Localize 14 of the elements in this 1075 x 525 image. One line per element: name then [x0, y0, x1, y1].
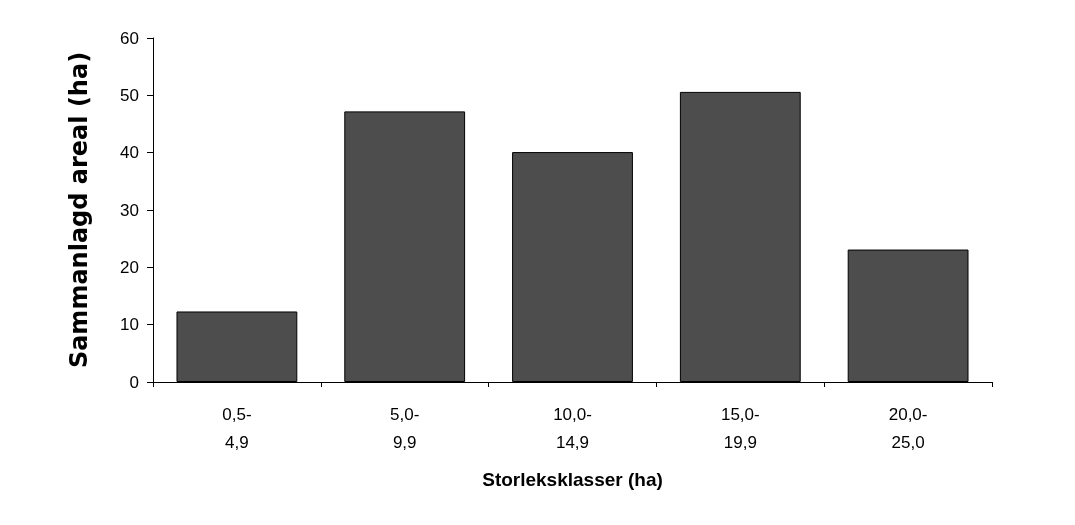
- y-tick-label: 10: [120, 315, 139, 335]
- x-axis-title: Storleksklasser (ha): [482, 469, 663, 490]
- x-tick-label: 15,0- 19,9: [720, 404, 760, 452]
- x-tick-label: 0,5- 4,9: [222, 404, 252, 452]
- y-tick-label: 40: [120, 143, 139, 163]
- x-tick-label: 20,0- 25,0: [888, 404, 928, 452]
- x-tick-label: 10,0- 14,9: [553, 404, 592, 452]
- y-tick-label: 30: [120, 200, 139, 220]
- y-tick-label: 20: [120, 257, 139, 277]
- y-tick-label: 0: [129, 372, 139, 392]
- y-axis-title: Sammanlagd areal (ha): [65, 51, 93, 369]
- y-tick-label: 60: [120, 28, 139, 48]
- y-tick-label: 50: [120, 85, 139, 105]
- x-tick-label: 5,0- 9,9: [390, 404, 420, 452]
